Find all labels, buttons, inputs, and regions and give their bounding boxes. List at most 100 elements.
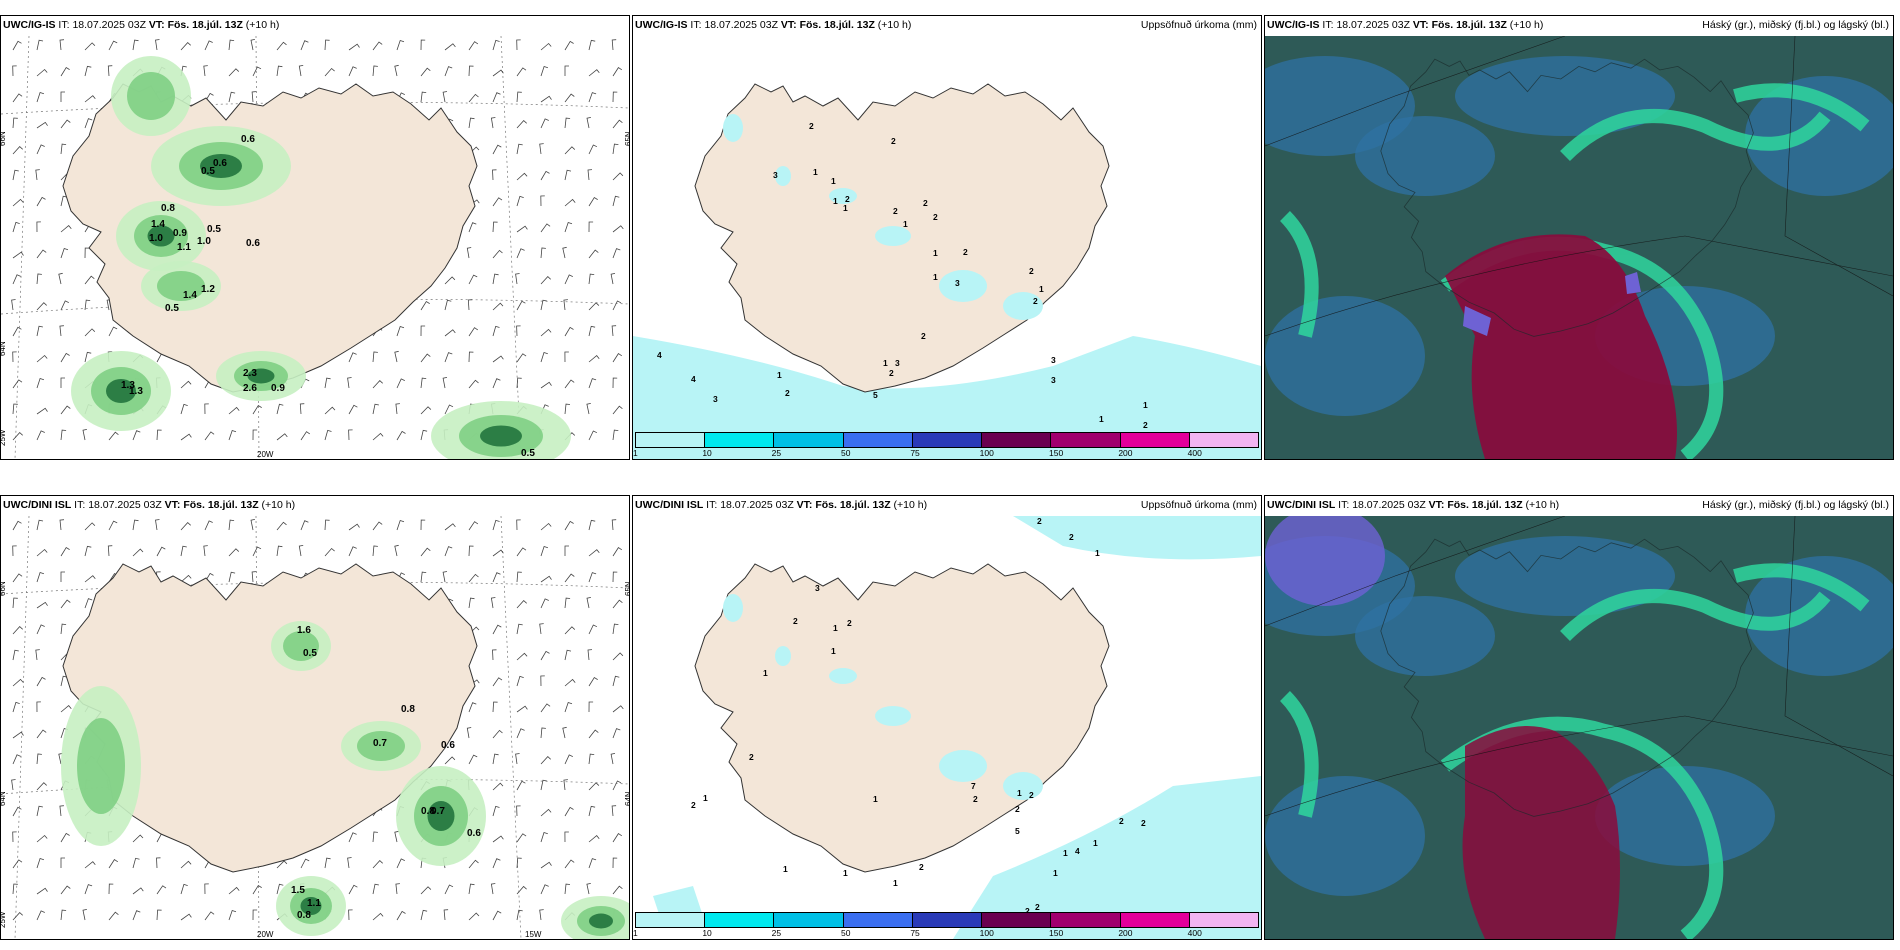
wind-map: 1.60.50.80.7 0.60.80.70.61.51.10.866N64N2… [1, 516, 629, 939]
precip-value-label: 0.8 [297, 910, 311, 921]
precip-value-label: 0.8 [401, 704, 415, 715]
panel-title: Uppsöfnuð úrkoma (mm) [1140, 499, 1257, 511]
precip-value-label: 0.5 [201, 166, 215, 177]
colorbar-tick-label: 150 [1049, 928, 1064, 938]
precip-value-label: 0.6 [467, 828, 481, 839]
panel-header: UWC/DINI ISL IT: 18.07.2025 03Z VT: Fös.… [635, 499, 928, 511]
colorbar-cell [982, 913, 1052, 927]
precip-value-label: 2 [1029, 790, 1034, 800]
iceland-land [62, 563, 478, 873]
precip-value-label: 2 [847, 618, 852, 628]
precip-value-label: 4 [691, 374, 696, 384]
precip-value-label: 1 [833, 623, 838, 633]
colorbar-cell [1189, 433, 1258, 447]
map-area: 0.6 0.5 0.6 0.8 1.4 1.0 0.9 1.1 1.0 0.5 0.6 1.2 1.4 0… [1, 36, 629, 459]
precip-value-label: 1.1 [307, 898, 321, 909]
precip-value-label: 3 [895, 358, 900, 368]
precip-value-label: 1.5 [291, 885, 305, 896]
precip-value-label: 1.6 [297, 625, 311, 636]
graticule-label: 15W [525, 930, 542, 939]
precip-value-label: 2.6 [243, 383, 257, 394]
precip-value-label: 2 [1037, 516, 1042, 526]
precip-value-label: 1.4 [151, 219, 165, 230]
precip-value-label: 2 [891, 136, 896, 146]
colorbar-cell [1189, 913, 1258, 927]
precip-value-label: 2 [973, 794, 978, 804]
panel-ig-is-cloud: UWC/IG-IS IT: 18.07.2025 03Z VT: Fös. 18… [1264, 15, 1894, 460]
colorbar-tick-label: 200 [1118, 928, 1133, 938]
colorbar-cell [705, 433, 775, 447]
precip-map: 22132121121211221112721251122241222 [653, 516, 1261, 939]
graticule-label: 65N [624, 581, 629, 596]
colorbar-tick-label: 400 [1187, 928, 1202, 938]
precip-value-label: 1 [831, 176, 836, 186]
precip-value-label: 3 [815, 583, 820, 593]
precip-value-label: 0.6 [213, 158, 227, 169]
colorbar-tick-label: 1 [633, 448, 638, 458]
precip-value-label: 1 [1095, 548, 1100, 558]
colorbar-cell [1120, 913, 1190, 927]
colorbar-tick-label: 1 [633, 928, 638, 938]
precip-value-label: 0.9 [173, 228, 187, 239]
colorbar-tick-label: 75 [910, 928, 920, 938]
graticule-label: 64N [1, 791, 7, 806]
precip-value-label: 2 [963, 247, 968, 257]
graticule-label: 25W [1, 911, 7, 928]
graticule-label: 20W [257, 450, 274, 459]
precip-value-label: 2 [921, 331, 926, 341]
colorbar-cell [1051, 913, 1121, 927]
precip-value-label: 1 [893, 878, 898, 888]
precip-value-label: 2 [1069, 532, 1074, 542]
colorbar-cell [912, 913, 983, 927]
colorbar-cell [1051, 433, 1121, 447]
graticule-label: 66N [1, 581, 7, 596]
colorbar-tick-label: 50 [841, 448, 851, 458]
map-area: 22132121121211221112721251122241222 [633, 516, 1261, 939]
colorbar-tick-label: 100 [979, 928, 994, 938]
precip-value-label: 4 [657, 350, 662, 360]
precip-value-label: 1 [903, 219, 908, 229]
precip-value-label: 1 [763, 668, 768, 678]
precip-value-label: 0.6 [246, 238, 260, 249]
precip-value-label: 2 [1141, 818, 1146, 828]
map-area [1265, 36, 1893, 459]
precip-value-label: 1.0 [149, 233, 163, 244]
precip-value-label: 3 [773, 170, 778, 180]
precip-value-label: 1 [777, 370, 782, 380]
graticule-label: 20W [257, 930, 274, 939]
colorbar-tick-label: 150 [1049, 448, 1064, 458]
map-area [1265, 516, 1893, 939]
colorbar-cell [774, 913, 844, 927]
precip-value-label: 5 [873, 390, 878, 400]
graticule-label: 25W [1, 429, 7, 446]
precip-value-label: 5 [1015, 826, 1020, 836]
colorbar-cell [705, 913, 775, 927]
panel-header: UWC/IG-IS IT: 18.07.2025 03Z VT: Fös. 18… [3, 19, 280, 31]
precip-value-label: 1 [1093, 838, 1098, 848]
precip-value-label: 0.7 [431, 806, 445, 817]
precip-value-label: 2 [889, 368, 894, 378]
precip-value-label: 0.5 [303, 648, 317, 659]
precip-value-label: 0.9 [271, 383, 285, 394]
colorbar-tick-label: 10 [702, 448, 712, 458]
colorbar-cell [843, 913, 913, 927]
precip-value-label: 2 [845, 194, 850, 204]
panel-header: UWC/DINI ISL IT: 18.07.2025 03Z VT: Fös.… [1267, 499, 1560, 511]
precip-value-label: 0.8 [161, 203, 175, 214]
colorbar-tick-label: 50 [841, 928, 851, 938]
precip-value-label: 1.0 [197, 236, 211, 247]
precip-value-label: 0.5 [521, 448, 535, 459]
graticule-label: 66N [1, 131, 7, 146]
panel-dini-wind: UWC/DINI ISL IT: 18.07.2025 03Z VT: Fös.… [0, 495, 630, 940]
colorbar: 1 10 25 50 75 100 150 200 400 [633, 432, 1259, 458]
precip-value-label: 1.4 [183, 290, 197, 301]
precip-value-label: 2 [1143, 420, 1148, 430]
precip-value-label: 1 [703, 793, 708, 803]
colorbar-cell [982, 433, 1052, 447]
precip-value-label: 2 [933, 212, 938, 222]
colorbar-tick-label: 25 [771, 928, 782, 938]
graticule-label: 65N [624, 131, 629, 146]
colorbar-cell [843, 433, 913, 447]
colorbar-tick-label: 200 [1118, 448, 1133, 458]
precip-value-label: 2 [749, 752, 754, 762]
